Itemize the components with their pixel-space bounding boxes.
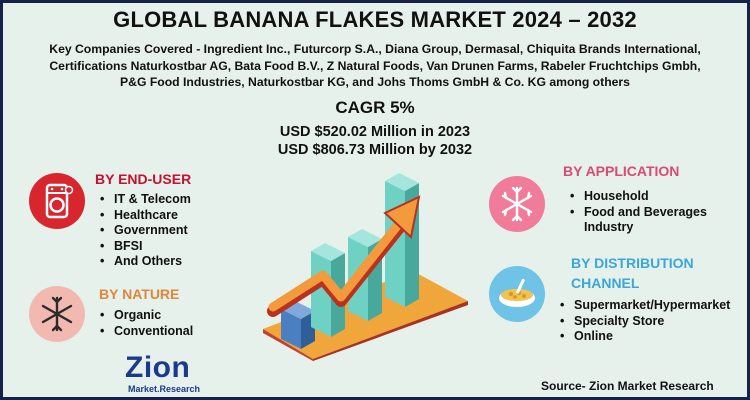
nature-list: Organic Conventional [98, 308, 193, 339]
list-item: Online [558, 329, 730, 345]
end-user-list: IT & Telecom Healthcare Government BFSI … [98, 192, 191, 270]
list-item: Supermarket/Hypermarket [558, 298, 730, 314]
snowflake-icon [489, 176, 545, 232]
list-item: And Others [98, 254, 191, 270]
list-item: Specialty Store [558, 314, 730, 330]
list-item: Food and Beverages Industry [568, 205, 728, 236]
cagr-text: CAGR 5% [335, 98, 415, 117]
nature-heading: BY NATURE [99, 286, 180, 302]
washing-machine-icon [29, 173, 85, 229]
arrow-head [383, 195, 421, 239]
bar-2-top [311, 243, 345, 261]
companies-line-3: P&G Food Industries, Naturkostbar KG, an… [120, 75, 630, 89]
application-heading: BY APPLICATION [563, 163, 680, 179]
application-list: Household Food and Beverages Industry [568, 189, 728, 236]
list-item: Conventional [98, 324, 193, 340]
companies-line-1: Key Companies Covered - Ingredient Inc.,… [49, 42, 701, 56]
market-value-2023: USD $520.02 Million in 2023 [279, 124, 471, 140]
list-item: IT & Telecom [98, 192, 191, 208]
market-value-2032: USD $806.73 Million by 2032 [277, 142, 473, 158]
list-item: BFSI [98, 239, 191, 255]
list-item: Government [98, 223, 191, 239]
page-title: GLOBAL BANANA FLAKES MARKET 2024 – 2032 [113, 7, 637, 32]
growth-arrow [268, 216, 406, 312]
bar-chart-arrow-illustration [263, 173, 468, 361]
companies-line-2: Certifications Naturkostbar AG, Bata Foo… [49, 58, 701, 73]
list-item: Organic [98, 308, 193, 324]
cereal-bowl-icon [489, 266, 545, 322]
distribution-heading-line-2: CHANNEL [571, 275, 640, 291]
distribution-list: Supermarket/Hypermarket Specialty Store … [558, 298, 730, 345]
bar-1-front [281, 309, 301, 349]
bar-4-top [385, 173, 419, 191]
zion-logo-subtitle: Market.Research [128, 384, 201, 394]
snowflake-icon [29, 286, 85, 342]
platform-side [313, 301, 468, 361]
distribution-heading-line-1: BY DISTRIBUTION [571, 255, 694, 271]
list-item: Healthcare [98, 208, 191, 224]
source-text: Source- Zion Market Research [541, 379, 714, 393]
end-user-heading: BY END-USER [95, 171, 192, 187]
bar-3-top [348, 229, 382, 247]
key-companies-text: Key Companies Covered - Ingredient Inc.,… [9, 41, 741, 91]
platform-edge [263, 329, 313, 361]
zion-logo-text: Zion [125, 351, 191, 384]
list-item: Household [568, 189, 728, 205]
